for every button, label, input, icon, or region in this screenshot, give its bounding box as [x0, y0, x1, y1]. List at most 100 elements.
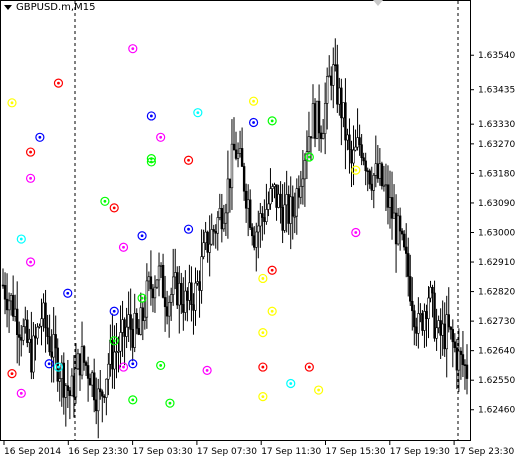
candle [415, 317, 418, 347]
candle [366, 167, 369, 192]
candle [287, 185, 290, 235]
candle [70, 368, 74, 397]
candle [246, 184, 250, 237]
candle [325, 67, 329, 130]
smiley-marker-icon [258, 392, 268, 402]
candle [253, 226, 256, 251]
candle [279, 181, 282, 224]
price-label: 1.63435 [478, 86, 515, 96]
price-label: 1.62820 [478, 288, 515, 298]
smiley-marker-icon [183, 155, 194, 165]
time-label: 17 Sep 07:30 [197, 447, 257, 457]
candle [360, 134, 363, 166]
candle [275, 184, 278, 221]
candle [200, 229, 203, 304]
smiley-marker-icon [100, 196, 110, 206]
candle [317, 84, 321, 152]
smiley-marker-icon [351, 165, 361, 175]
smiley-marker-icon [53, 362, 64, 372]
candle [52, 307, 55, 383]
candle [82, 344, 86, 371]
candle [405, 223, 408, 278]
candle [447, 287, 450, 333]
candle [398, 207, 402, 251]
candle [413, 304, 416, 346]
candle [36, 323, 39, 345]
price-label: 1.63270 [478, 140, 515, 150]
candle [230, 119, 234, 210]
time-label: 17 Sep 11:30 [261, 447, 321, 457]
candle [176, 266, 179, 309]
candle [340, 78, 343, 146]
chart-shift-marker[interactable] [373, 0, 383, 6]
time-label: 17 Sep 15:30 [326, 447, 386, 457]
candle [352, 125, 355, 186]
candle [169, 287, 173, 321]
price-label: 1.63090 [478, 199, 515, 209]
candle [421, 310, 424, 336]
chart-title[interactable]: GBPUSD.m,M15 [4, 2, 95, 13]
candle [344, 78, 347, 170]
candle [321, 119, 325, 140]
candle [161, 253, 165, 299]
candle [299, 170, 303, 205]
time-axis[interactable]: 16 Sep 2014 16 Sep 23:30 17 Sep 03:30 17 Se… [3, 440, 514, 457]
candle [307, 111, 311, 155]
candle [330, 66, 333, 101]
candle [214, 224, 217, 249]
candle [7, 292, 11, 333]
candle [3, 272, 7, 315]
candle [105, 378, 108, 416]
smiley-marker-icon [304, 152, 314, 162]
time-label: 16 Sep 23:30 [68, 447, 128, 457]
candle [267, 191, 270, 217]
candle [18, 321, 21, 366]
candle [242, 162, 246, 201]
smiley-marker-icon [53, 78, 64, 88]
candle [255, 222, 258, 272]
candle [419, 303, 422, 323]
candle [32, 322, 35, 380]
smiley-marker-icon [16, 388, 26, 398]
candle [234, 131, 238, 161]
candle [22, 318, 25, 346]
candle [273, 182, 276, 199]
candle [297, 175, 301, 209]
dropdown-triangle-icon[interactable] [4, 5, 12, 10]
smiley-marker-icon [304, 362, 314, 372]
candle [244, 183, 248, 223]
candle [439, 308, 442, 360]
candle [133, 293, 136, 353]
smiley-marker-icon [63, 288, 73, 298]
smiley-marker-icon [35, 132, 45, 142]
candle [1, 268, 5, 289]
candle [76, 348, 80, 370]
smiley-marker-icon [7, 369, 17, 379]
smiley-marker-icon [16, 234, 26, 244]
candle [263, 199, 266, 235]
candle [147, 271, 151, 292]
candle [15, 281, 19, 364]
candle [362, 152, 365, 166]
candle [224, 203, 228, 237]
candle [259, 202, 262, 248]
candle [167, 295, 171, 338]
candle [443, 302, 446, 357]
candle [334, 38, 337, 72]
smiley-marker-icon [25, 173, 36, 183]
candle [303, 153, 307, 207]
candle [28, 328, 31, 353]
candle [192, 293, 195, 335]
candle [228, 178, 232, 213]
candle [400, 228, 404, 241]
candle [265, 183, 268, 225]
candle [350, 140, 353, 187]
price-axis[interactable]: 1.63540 1.63435 1.63330 1.63270 1.63180 1.630… [470, 51, 515, 416]
smiley-marker-icon [156, 132, 166, 142]
candle [186, 287, 189, 322]
candle [407, 237, 410, 297]
price-label: 1.63540 [478, 51, 515, 61]
candle [54, 315, 57, 365]
